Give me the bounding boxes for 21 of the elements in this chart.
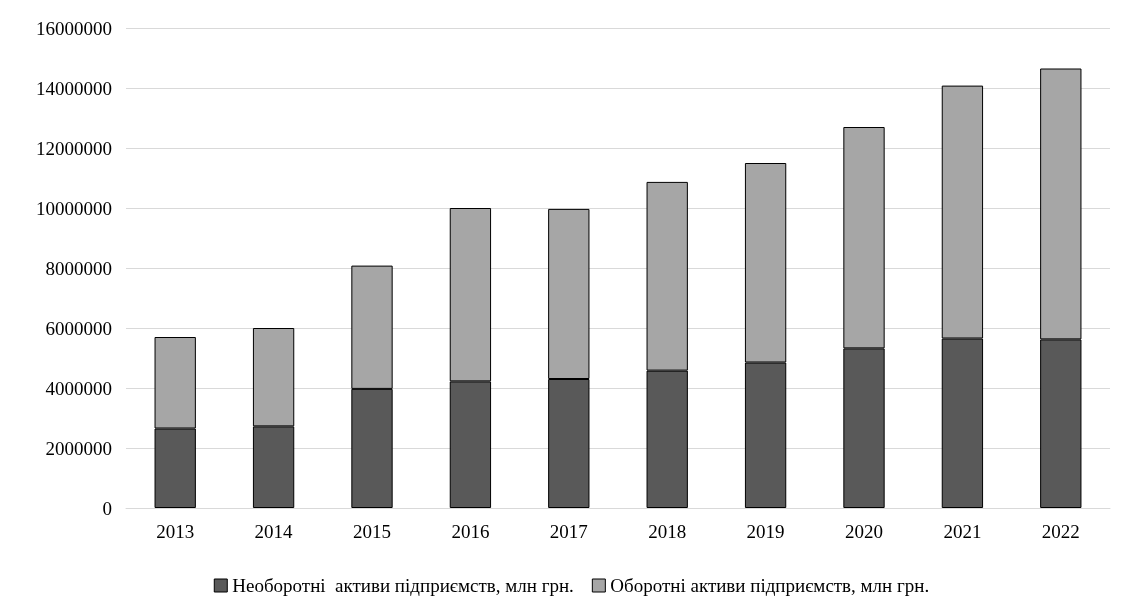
y-tick-label: 0 bbox=[102, 497, 112, 519]
x-tick-label: 2015 bbox=[353, 521, 391, 542]
y-tick-label: 2000000 bbox=[45, 437, 112, 459]
x-tick-label: 2019 bbox=[746, 521, 785, 542]
x-tick-label: 2014 bbox=[254, 521, 294, 542]
x-tick-label: 2020 bbox=[845, 521, 883, 542]
x-tick-label: 2013 bbox=[156, 521, 195, 542]
y-tick-label: 8000000 bbox=[45, 257, 112, 279]
x-tick-label: 2022 bbox=[1041, 521, 1080, 542]
legend-label: Необоротні активи підприємств, млн грн. bbox=[232, 575, 574, 596]
y-tick-label: 16000000 bbox=[36, 17, 112, 39]
y-tick-label: 14000000 bbox=[36, 77, 112, 99]
x-tick-label: 2018 bbox=[648, 521, 687, 542]
y-tick-label: 6000000 bbox=[45, 317, 112, 339]
legend-label: Оборотні активи підприємств, млн грн. bbox=[610, 575, 930, 596]
y-tick-label: 4000000 bbox=[45, 377, 112, 399]
x-tick-label: 2017 bbox=[549, 521, 588, 542]
y-tick-label: 10000000 bbox=[36, 197, 112, 219]
x-tick-label: 2021 bbox=[943, 521, 982, 542]
x-tick-label: 2016 bbox=[451, 521, 490, 542]
y-tick-label: 12000000 bbox=[36, 137, 112, 159]
